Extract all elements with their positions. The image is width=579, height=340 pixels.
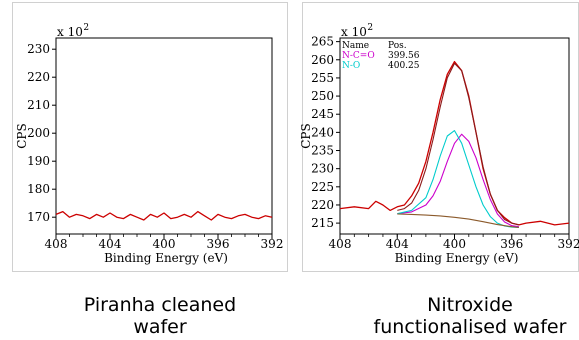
chart-panel-right — [302, 2, 579, 272]
series-line — [397, 213, 519, 229]
caption-line: functionalised wafer — [373, 316, 567, 338]
y-multiplier-label: x 10 — [341, 25, 367, 39]
y-tick-label: 200 — [27, 126, 50, 140]
legend-entry-pos: 400.25 — [388, 61, 420, 71]
x-tick-label: 400 — [443, 237, 466, 251]
y-tick-label: 265 — [311, 35, 334, 49]
y-tick-label: 230 — [311, 162, 334, 176]
x-tick-label: 404 — [386, 237, 409, 251]
x-tick-label: 408 — [329, 237, 352, 251]
y-tick-label: 220 — [311, 198, 334, 212]
plot-frame — [339, 37, 570, 235]
x-tick-label: 400 — [153, 237, 176, 251]
legend-header-name: Name — [342, 41, 369, 51]
y-tick-label: 180 — [27, 182, 50, 196]
legend-header-pos: Pos. — [388, 41, 407, 51]
caption-line: wafer — [133, 316, 187, 338]
caption-line: Nitroxide — [427, 294, 513, 316]
y-axis-label: CPS — [15, 123, 29, 148]
y-tick-label: 220 — [27, 70, 50, 84]
series-line — [397, 62, 520, 226]
y-tick-label: 255 — [311, 71, 334, 85]
chart-panel-left — [12, 2, 288, 272]
legend-entry-name: N-C=O — [342, 51, 375, 61]
y-tick-label: 170 — [27, 210, 50, 224]
y-tick-label: 235 — [311, 144, 334, 158]
series-line — [397, 130, 519, 229]
plot-frame — [55, 37, 273, 235]
x-axis-label: Binding Energy (eV) — [104, 251, 228, 265]
y-tick-label: 215 — [311, 216, 334, 230]
x-axis-label: Binding Energy (eV) — [395, 251, 519, 265]
x-tick-label: 392 — [261, 237, 284, 251]
y-multiplier-exponent: 2 — [83, 23, 89, 33]
y-tick-label: 210 — [27, 98, 50, 112]
y-multiplier-label: x 10 — [57, 25, 83, 39]
caption-line: Piranha cleaned — [83, 294, 237, 316]
y-axis-label: CPS — [299, 123, 313, 148]
series-line — [55, 210, 273, 221]
y-tick-label: 245 — [311, 107, 334, 121]
legend-entry-pos: 399.56 — [388, 51, 420, 61]
y-tick-label: 240 — [311, 125, 334, 139]
legend-entry-name: N-O — [342, 61, 360, 71]
y-multiplier-exponent: 2 — [367, 23, 373, 33]
y-tick-label: 230 — [27, 42, 50, 56]
x-tick-label: 392 — [558, 237, 579, 251]
x-tick-label: 404 — [99, 237, 122, 251]
caption-nitroxide: Nitroxide functionalised wafer — [350, 294, 579, 338]
y-tick-label: 260 — [311, 53, 334, 67]
caption-piranha: Piranha cleaned wafer — [60, 294, 260, 338]
x-tick-label: 396 — [207, 237, 230, 251]
y-tick-label: 250 — [311, 89, 334, 103]
y-tick-label: 225 — [311, 180, 334, 194]
x-tick-label: 408 — [45, 237, 68, 251]
y-tick-label: 190 — [27, 154, 50, 168]
x-tick-label: 396 — [500, 237, 523, 251]
series-line — [397, 133, 519, 228]
